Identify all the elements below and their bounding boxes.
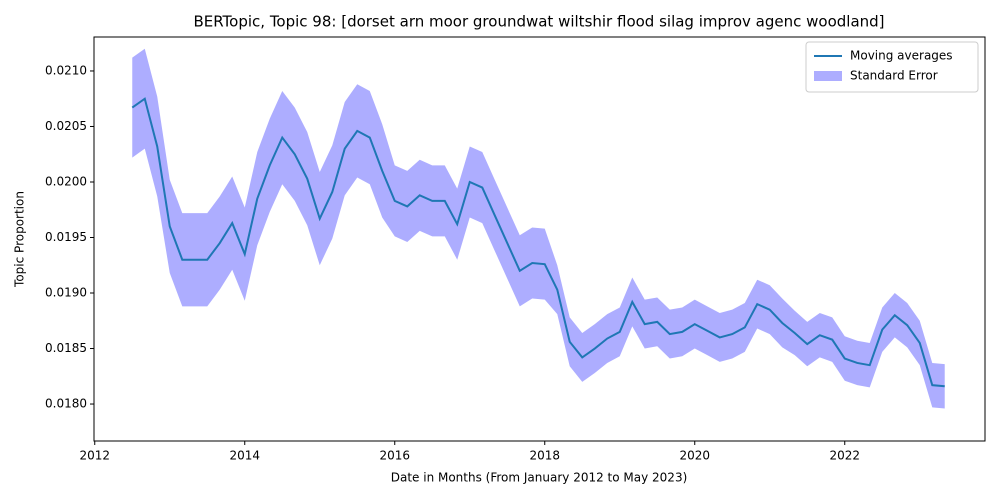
y-axis-label: Topic Proportion <box>13 191 27 288</box>
x-tick-label: 2014 <box>229 449 260 463</box>
x-tick-label: 2020 <box>679 449 710 463</box>
y-tick-label: 0.0190 <box>45 286 87 300</box>
x-tick-label: 2012 <box>79 449 110 463</box>
legend-label: Standard Error <box>850 69 938 83</box>
legend-box <box>805 41 979 93</box>
line <box>131 97 945 388</box>
y-tick-label: 0.0210 <box>45 63 87 77</box>
axes-frame <box>93 36 986 442</box>
legend-label: Moving averages <box>850 49 953 63</box>
y-tick-label: 0.0180 <box>45 397 87 411</box>
y-tick-label: 0.0200 <box>45 174 87 188</box>
y-tick-label: 0.0185 <box>45 341 87 355</box>
y-tick-label: 0.0205 <box>45 119 87 133</box>
x-tick-label: 2016 <box>379 449 410 463</box>
legend-patch <box>814 71 842 81</box>
x-tick-label: 2018 <box>529 449 560 463</box>
y-tick-label: 0.0195 <box>45 230 87 244</box>
x-tick-label: 2022 <box>829 449 860 463</box>
x-axis-label: Date in Months (From January 2012 to May… <box>391 471 688 485</box>
error-band <box>132 48 945 409</box>
chart-title: BERTopic, Topic 98: [dorset arn moor gro… <box>193 13 884 31</box>
